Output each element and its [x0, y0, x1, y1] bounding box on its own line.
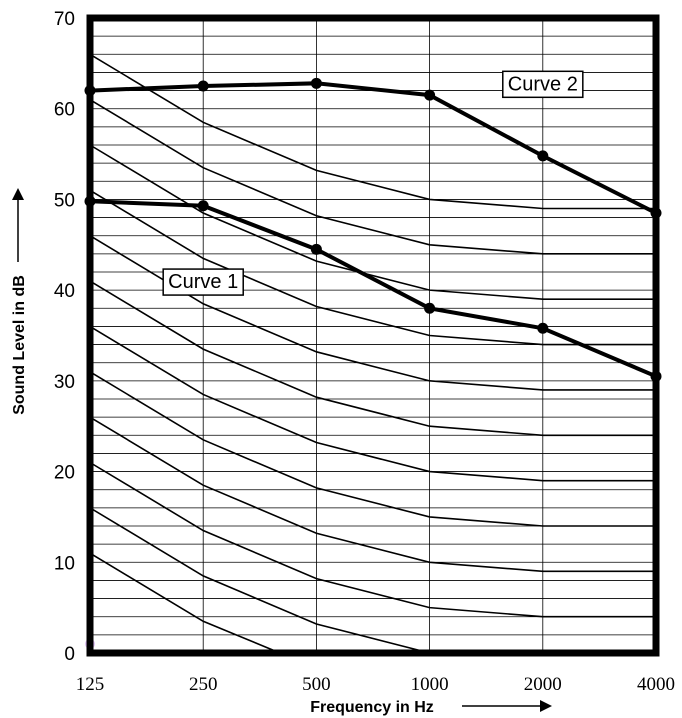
- plot-frame: [86, 14, 660, 657]
- y-tick-label: 10: [54, 553, 75, 574]
- x-tick-label: 125: [76, 674, 105, 695]
- x-tick-label: 500: [302, 674, 331, 695]
- x-tick-label: 250: [189, 674, 218, 695]
- tick-labels: 0 10 20 30 40 50 60 70 125 250 500 1000 2000 4000: [54, 9, 675, 695]
- contour-line: [89, 325, 656, 482]
- curve-1-point: [310, 243, 322, 255]
- curve-1-label: Curve 1: [162, 268, 244, 296]
- x-tick-label: 1000: [411, 674, 449, 695]
- curve-2-point: [537, 150, 549, 162]
- y-tick-label: 60: [54, 100, 75, 121]
- contour-line: [89, 53, 656, 210]
- curve-2-point: [197, 80, 209, 92]
- curve-2-point: [424, 89, 436, 101]
- x-axis-title: Frequency in Hz: [310, 699, 552, 716]
- y-tick-label: 30: [54, 372, 75, 393]
- contour-line: [89, 461, 656, 618]
- curve-1-label-text: Curve 1: [168, 271, 238, 293]
- contour-line: [89, 144, 656, 301]
- curve-2-line: [89, 81, 657, 215]
- curve-1-point: [537, 322, 549, 334]
- contour-line: [89, 416, 656, 573]
- x-tick-label: 4000: [637, 674, 675, 695]
- contour-line: [89, 189, 656, 346]
- curve-2-label-box: [502, 70, 584, 99]
- curve-1-line: [89, 199, 657, 379]
- curve-2-label-text: Curve 2: [508, 73, 578, 95]
- annotations: Curve 2 Curve 1: [162, 70, 584, 296]
- y-tick-label: 50: [54, 190, 75, 211]
- curve-1-point: [424, 302, 436, 314]
- contour-line: [89, 235, 656, 391]
- grid: [89, 17, 657, 654]
- y-axis-arrow-head: [12, 188, 24, 200]
- contour-lines: [89, 53, 656, 654]
- curve-2-label: Curve 2: [502, 70, 584, 99]
- contour-line: [89, 552, 281, 654]
- y-axis-label: Sound Level in dB: [11, 275, 28, 415]
- curve-1-label-box: [162, 268, 244, 296]
- y-tick-label: 40: [54, 281, 75, 302]
- x-axis-label: Frequency in Hz: [310, 699, 434, 716]
- curve-2-point: [310, 77, 322, 89]
- y-axis-title: Sound Level in dB: [11, 188, 28, 415]
- y-tick-label: 70: [54, 9, 75, 30]
- contour-line: [89, 280, 656, 437]
- y-tick-label: 20: [54, 463, 75, 484]
- x-tick-label: 2000: [524, 674, 562, 695]
- y-tick-label: 0: [64, 644, 75, 665]
- contour-line: [89, 98, 656, 255]
- curve-1-point: [197, 200, 209, 212]
- x-axis-arrow-head: [540, 700, 552, 712]
- contour-line: [89, 371, 656, 527]
- contour-line: [89, 507, 430, 654]
